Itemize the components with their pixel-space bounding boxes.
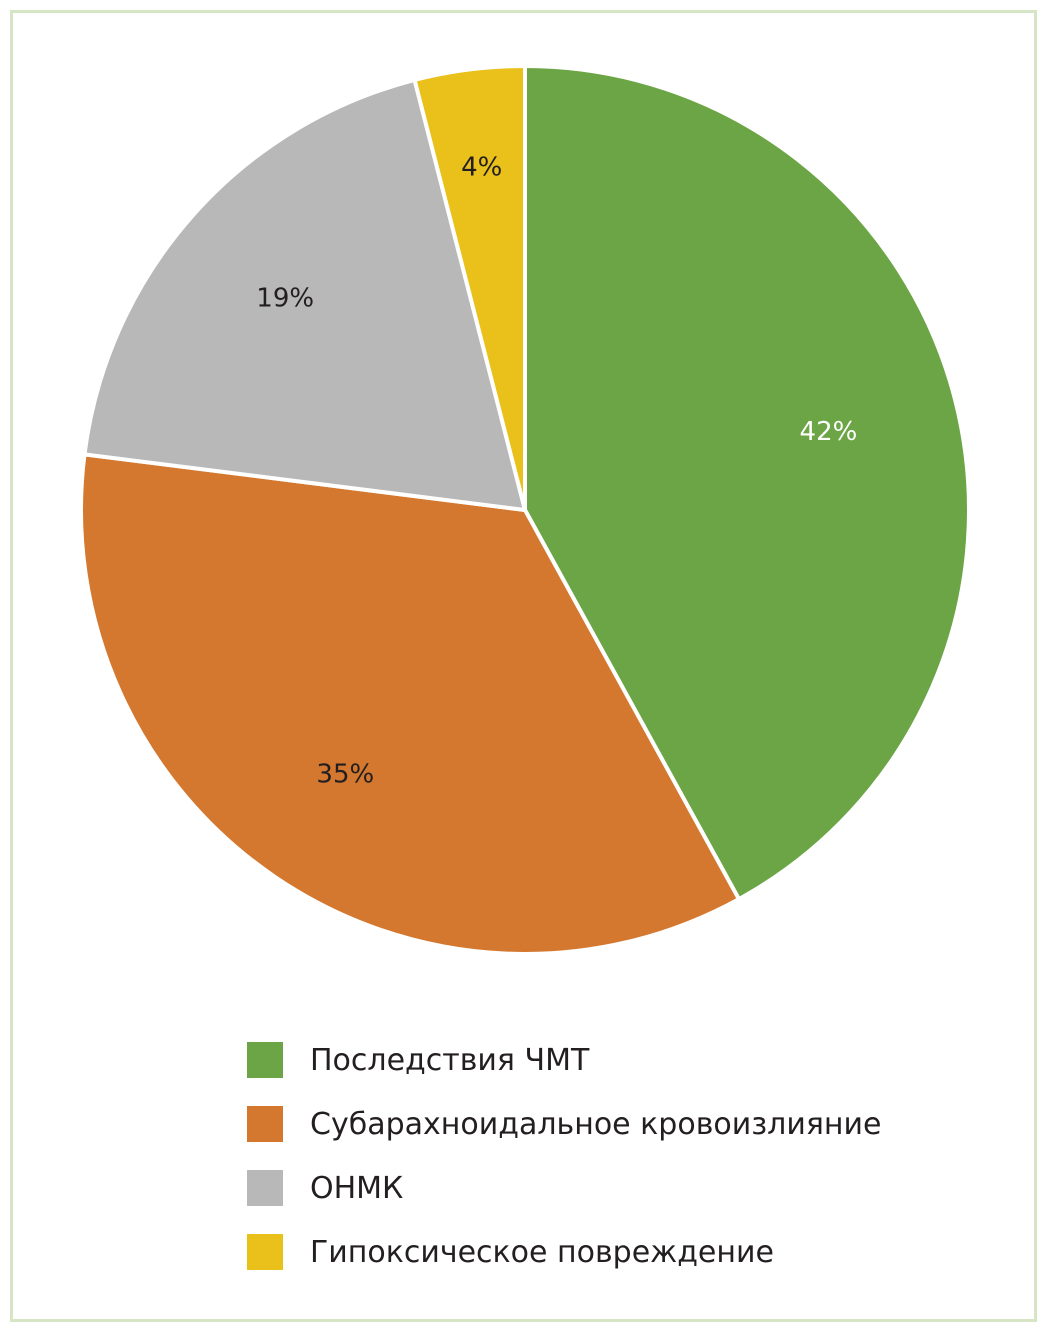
legend-item-hypoxic-injury: Гипоксическое повреждение bbox=[247, 1220, 881, 1284]
pie-slice bbox=[82, 77, 527, 512]
legend-swatch bbox=[247, 1042, 283, 1078]
legend: Последствия ЧМТ Субарахноидальное кровои… bbox=[247, 1028, 881, 1284]
legend-label: ОНМК bbox=[310, 1170, 404, 1206]
legend-item-tbi-consequences: Последствия ЧМТ bbox=[247, 1028, 881, 1092]
slice-label: 19% bbox=[256, 284, 314, 314]
pie-slice bbox=[79, 452, 741, 956]
slice-label: 35% bbox=[316, 759, 374, 789]
slice-label: 42% bbox=[800, 417, 858, 447]
pie-slice bbox=[523, 64, 971, 902]
pie-slices bbox=[79, 64, 971, 956]
legend-label: Последствия ЧМТ bbox=[310, 1042, 590, 1078]
pie-labels: 42% 35% 19% 4% bbox=[256, 152, 857, 789]
legend-swatch bbox=[247, 1234, 283, 1270]
legend-label: Субарахноидальное кровоизлияние bbox=[310, 1106, 882, 1142]
legend-label: Гипоксическое повреждение bbox=[310, 1234, 774, 1270]
legend-item-subarachnoid-hemorrhage: Субарахноидальное кровоизлияние bbox=[247, 1092, 881, 1156]
slice-label: 4% bbox=[461, 152, 502, 182]
legend-swatch bbox=[247, 1106, 283, 1142]
pie-chart: 42% 35% 19% 4% bbox=[79, 64, 971, 956]
legend-item-stroke: ОНМК bbox=[247, 1156, 881, 1220]
pie-slice bbox=[412, 64, 527, 512]
legend-swatch bbox=[247, 1170, 283, 1206]
